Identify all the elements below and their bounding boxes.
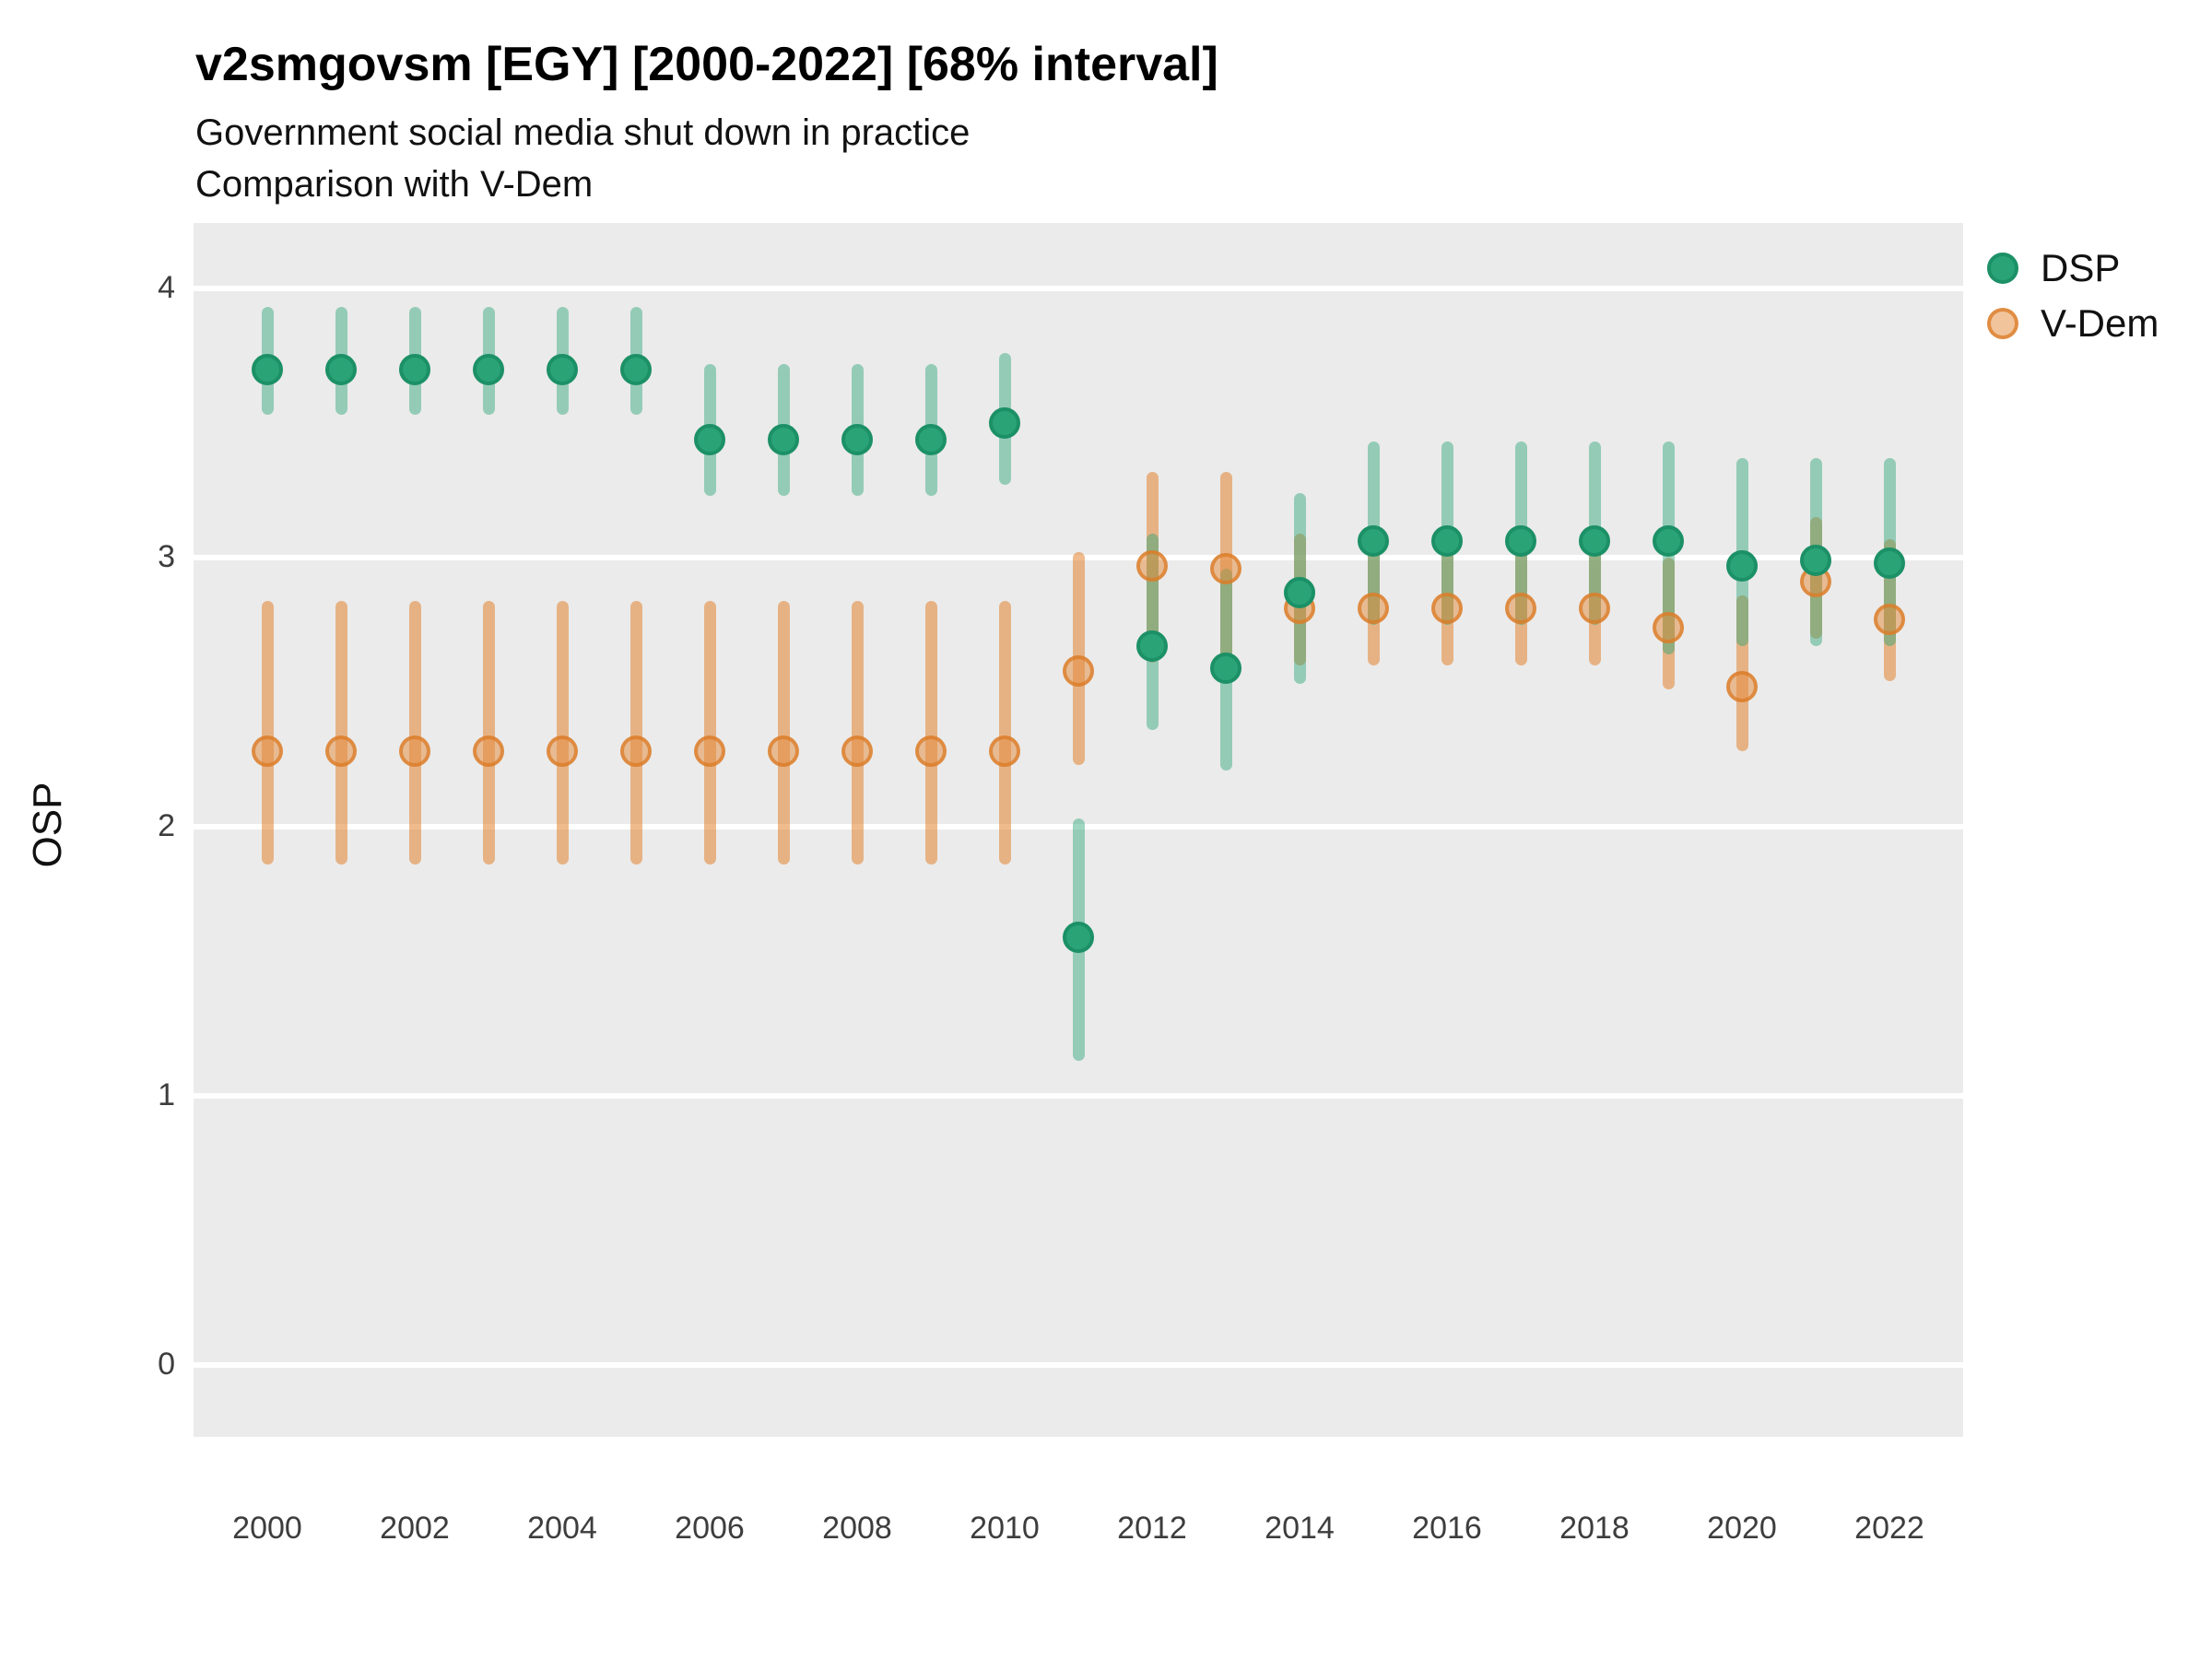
vdem-point-2011 [1063, 654, 1094, 687]
dsp-point-2000 [252, 353, 283, 385]
vdem-interval-2003 [482, 600, 495, 865]
x-tick-2000: 2000 [232, 1511, 302, 1546]
x-tick-2022: 2022 [1854, 1511, 1924, 1546]
legend-item-vdem: V-Dem [1987, 301, 2159, 345]
vdem-point-2005 [620, 735, 652, 768]
dsp-legend-dot-icon [1987, 253, 2018, 284]
vdem-point-2017 [1505, 593, 1536, 625]
vdem-point-2002 [399, 735, 430, 768]
dsp-point-2018 [1579, 525, 1610, 558]
dsp-point-2005 [620, 353, 652, 385]
dsp-point-2015 [1358, 525, 1389, 558]
dsp-point-2002 [399, 353, 430, 385]
x-tick-2004: 2004 [527, 1511, 597, 1546]
chart-subtitle-note: Comparison with V-Dem [195, 164, 594, 205]
dsp-point-2012 [1136, 630, 1168, 663]
plot-panel [194, 223, 1963, 1437]
vdem-point-2018 [1579, 593, 1610, 625]
x-tick-2012: 2012 [1117, 1511, 1187, 1546]
x-tick-2010: 2010 [970, 1511, 1040, 1546]
vdem-interval-2007 [777, 600, 790, 865]
vdem-point-2022 [1874, 604, 1905, 636]
vdem-point-2001 [325, 735, 357, 768]
chart-subtitle: Government social media shut down in pra… [195, 112, 971, 153]
vdem-point-2004 [547, 735, 578, 768]
dsp-legend-label: DSP [2041, 246, 2121, 289]
dsp-point-2019 [1653, 525, 1684, 558]
x-tick-2008: 2008 [822, 1511, 892, 1546]
vdem-interval-2000 [261, 600, 274, 865]
y-tick-1: 1 [158, 1077, 175, 1112]
vdem-interval-2009 [924, 600, 937, 865]
dsp-point-2021 [1800, 544, 1831, 576]
dsp-point-2001 [325, 353, 357, 385]
x-tick-2016: 2016 [1412, 1511, 1482, 1546]
y-tick-4: 4 [158, 270, 175, 305]
x-tick-2006: 2006 [675, 1511, 745, 1546]
vdem-point-2009 [915, 735, 947, 768]
gridline-y-0 [194, 1362, 1963, 1368]
vdem-point-2012 [1136, 549, 1168, 582]
vdem-point-2019 [1653, 611, 1684, 643]
gridline-y-4 [194, 286, 1963, 291]
vdem-legend-dot-icon [1987, 308, 2018, 339]
y-tick-3: 3 [158, 539, 175, 574]
legend-item-dsp: DSP [1987, 246, 2159, 289]
dsp-point-2010 [989, 407, 1020, 439]
dsp-point-2017 [1505, 525, 1536, 558]
vdem-interval-2004 [556, 600, 569, 865]
vdem-point-2006 [694, 735, 725, 768]
legend: DSP V-Dem [1987, 246, 2159, 358]
vdem-interval-2006 [703, 600, 716, 865]
gridline-y-2 [194, 824, 1963, 830]
vdem-point-2015 [1358, 593, 1389, 625]
dsp-point-2014 [1284, 576, 1315, 608]
dsp-point-2008 [841, 423, 873, 455]
dsp-point-2004 [547, 353, 578, 385]
vdem-interval-2010 [998, 600, 1011, 865]
dsp-point-2003 [473, 353, 504, 385]
dsp-point-2013 [1210, 652, 1241, 684]
dsp-point-2016 [1431, 525, 1463, 558]
dsp-point-2020 [1726, 549, 1758, 582]
dsp-point-2009 [915, 423, 947, 455]
x-tick-2002: 2002 [380, 1511, 450, 1546]
vdem-interval-2002 [408, 600, 421, 865]
x-tick-2020: 2020 [1707, 1511, 1777, 1546]
y-tick-2: 2 [158, 808, 175, 843]
vdem-point-2013 [1210, 552, 1241, 584]
vdem-point-2008 [841, 735, 873, 768]
vdem-point-2016 [1431, 593, 1463, 625]
vdem-interval-2001 [335, 600, 347, 865]
dsp-point-2007 [768, 423, 799, 455]
vdem-point-2007 [768, 735, 799, 768]
dsp-point-2022 [1874, 547, 1905, 579]
dsp-point-2006 [694, 423, 725, 455]
dsp-point-2011 [1063, 921, 1094, 953]
vdem-legend-label: V-Dem [2041, 301, 2159, 345]
vdem-point-2000 [252, 735, 283, 768]
gridline-y-1 [194, 1093, 1963, 1099]
vdem-point-2010 [989, 735, 1020, 768]
x-tick-2018: 2018 [1559, 1511, 1630, 1546]
chart-title: v2smgovsm [EGY] [2000-2022] [68% interva… [195, 38, 1218, 91]
vdem-interval-2008 [851, 600, 864, 865]
vdem-point-2003 [473, 735, 504, 768]
x-tick-2014: 2014 [1265, 1511, 1335, 1546]
vdem-interval-2005 [629, 600, 642, 865]
vdem-point-2020 [1726, 671, 1758, 703]
y-tick-0: 0 [158, 1347, 175, 1382]
